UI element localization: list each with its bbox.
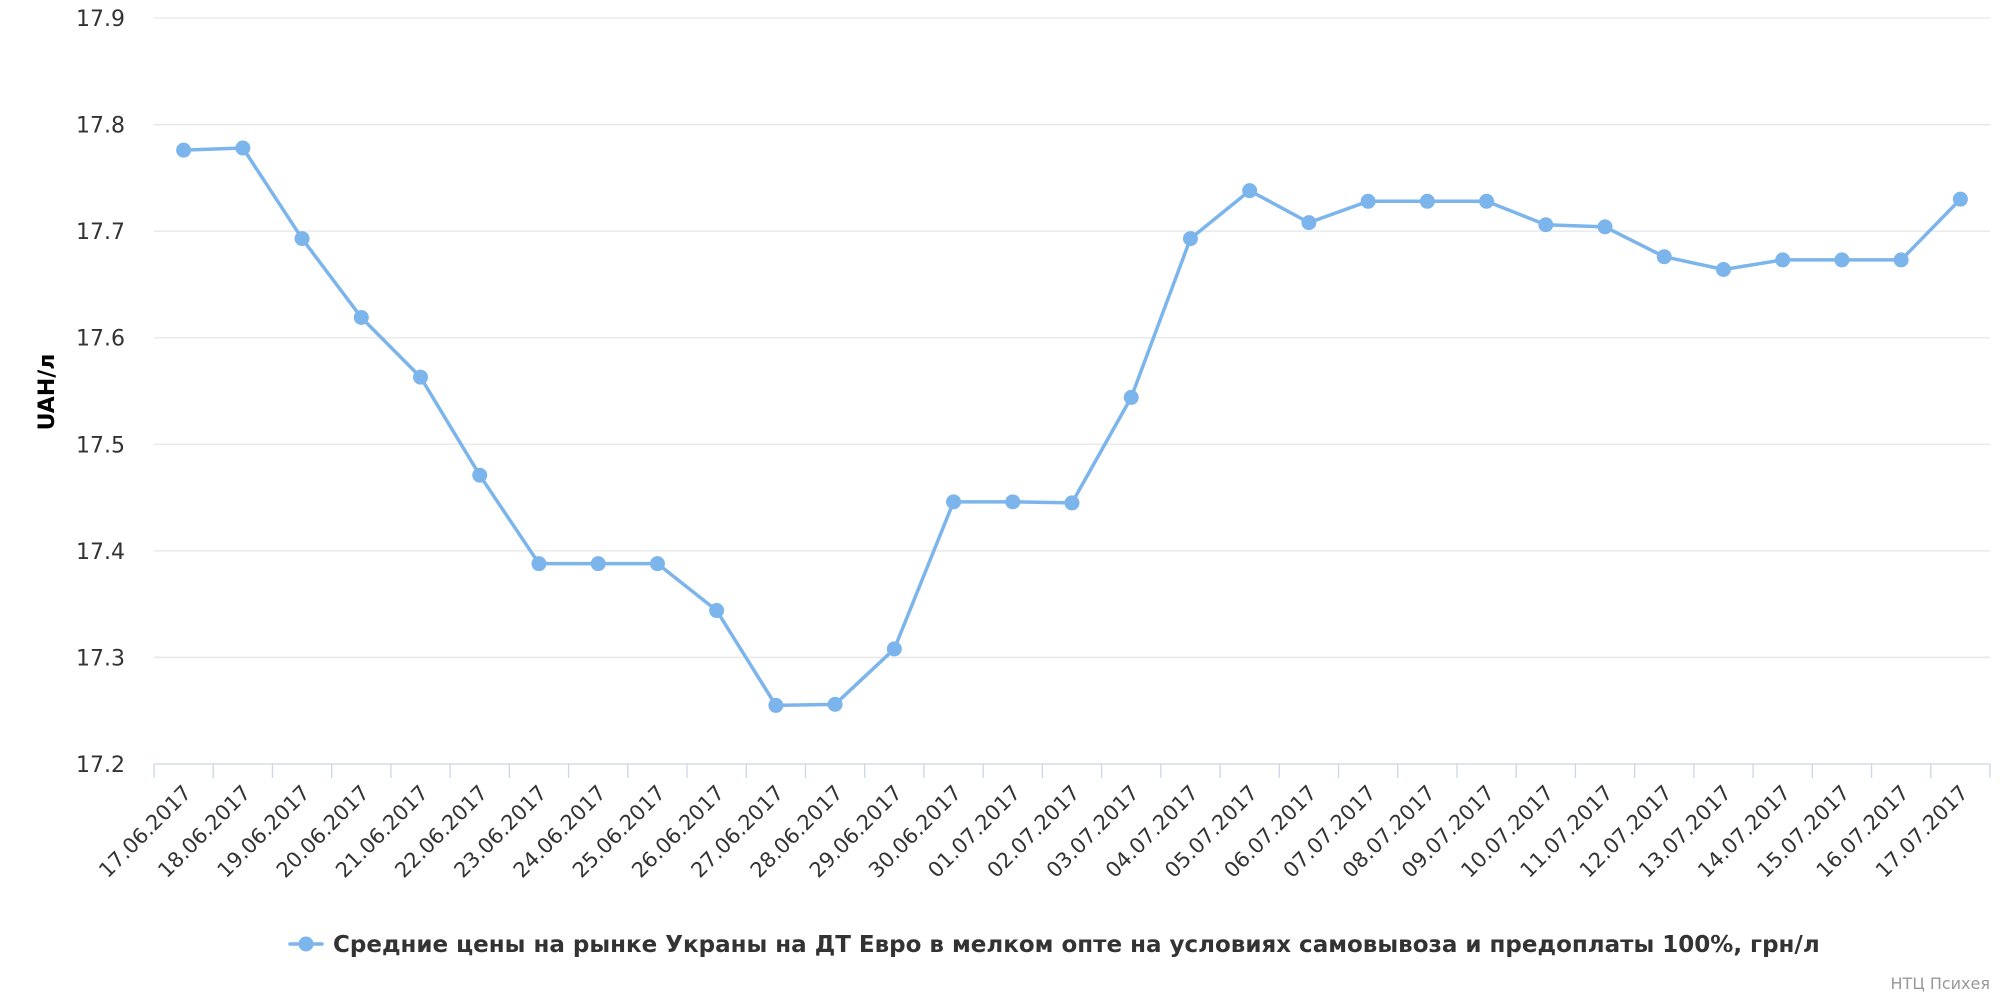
data-point[interactable] xyxy=(413,369,429,385)
data-point[interactable] xyxy=(1715,262,1731,278)
data-point[interactable] xyxy=(472,467,488,483)
data-point[interactable] xyxy=(1123,389,1139,405)
data-point[interactable] xyxy=(1597,219,1613,235)
data-point[interactable] xyxy=(1301,215,1317,231)
series-group xyxy=(176,140,1968,713)
y-tick-label: 17.4 xyxy=(76,540,125,565)
data-point[interactable] xyxy=(1242,183,1258,199)
data-point[interactable] xyxy=(1419,193,1435,209)
data-point[interactable] xyxy=(1479,193,1495,209)
y-axis: 17.2 17.3 17.4 17.5 17.6 17.7 17.8 17.9 xyxy=(76,7,125,778)
data-point[interactable] xyxy=(886,641,902,657)
data-point[interactable] xyxy=(531,556,547,572)
y-tick-label: 17.5 xyxy=(76,433,125,458)
data-point[interactable] xyxy=(1064,495,1080,511)
data-point[interactable] xyxy=(827,696,843,712)
data-point[interactable] xyxy=(235,140,251,156)
data-point[interactable] xyxy=(1893,252,1909,268)
data-point[interactable] xyxy=(1538,217,1554,233)
legend-marker-icon xyxy=(298,936,314,952)
legend[interactable]: Средние цены на рынке Украны на ДТ Евро … xyxy=(288,932,1820,958)
grid-lines xyxy=(154,17,1990,659)
y-tick-label: 17.3 xyxy=(76,646,125,671)
data-point[interactable] xyxy=(353,309,369,325)
y-tick-label: 17.6 xyxy=(76,327,125,352)
data-point[interactable] xyxy=(590,556,606,572)
y-tick-label: 17.8 xyxy=(76,114,125,139)
y-tick-label: 17.7 xyxy=(76,220,125,245)
y-tick-label: 17.9 xyxy=(76,7,125,32)
data-point[interactable] xyxy=(946,494,962,510)
data-point[interactable] xyxy=(768,697,784,713)
data-point[interactable] xyxy=(1360,193,1376,209)
x-axis: 17.06.201718.06.201719.06.201720.06.2017… xyxy=(94,763,1991,883)
credits-text[interactable]: НТЦ Психея xyxy=(1891,974,1990,993)
data-point[interactable] xyxy=(176,142,192,158)
data-point[interactable] xyxy=(1775,252,1791,268)
data-point[interactable] xyxy=(709,603,725,619)
data-point[interactable] xyxy=(1834,252,1850,268)
legend-label: Средние цены на рынке Украны на ДТ Евро … xyxy=(333,932,1820,958)
data-point[interactable] xyxy=(1656,249,1672,265)
y-axis-title: UAH/л xyxy=(35,354,60,431)
data-point[interactable] xyxy=(649,556,665,572)
data-point[interactable] xyxy=(294,231,310,247)
data-point[interactable] xyxy=(1005,494,1021,510)
data-point[interactable] xyxy=(1952,191,1968,207)
y-tick-label: 17.2 xyxy=(76,753,125,778)
data-point[interactable] xyxy=(1182,231,1198,247)
